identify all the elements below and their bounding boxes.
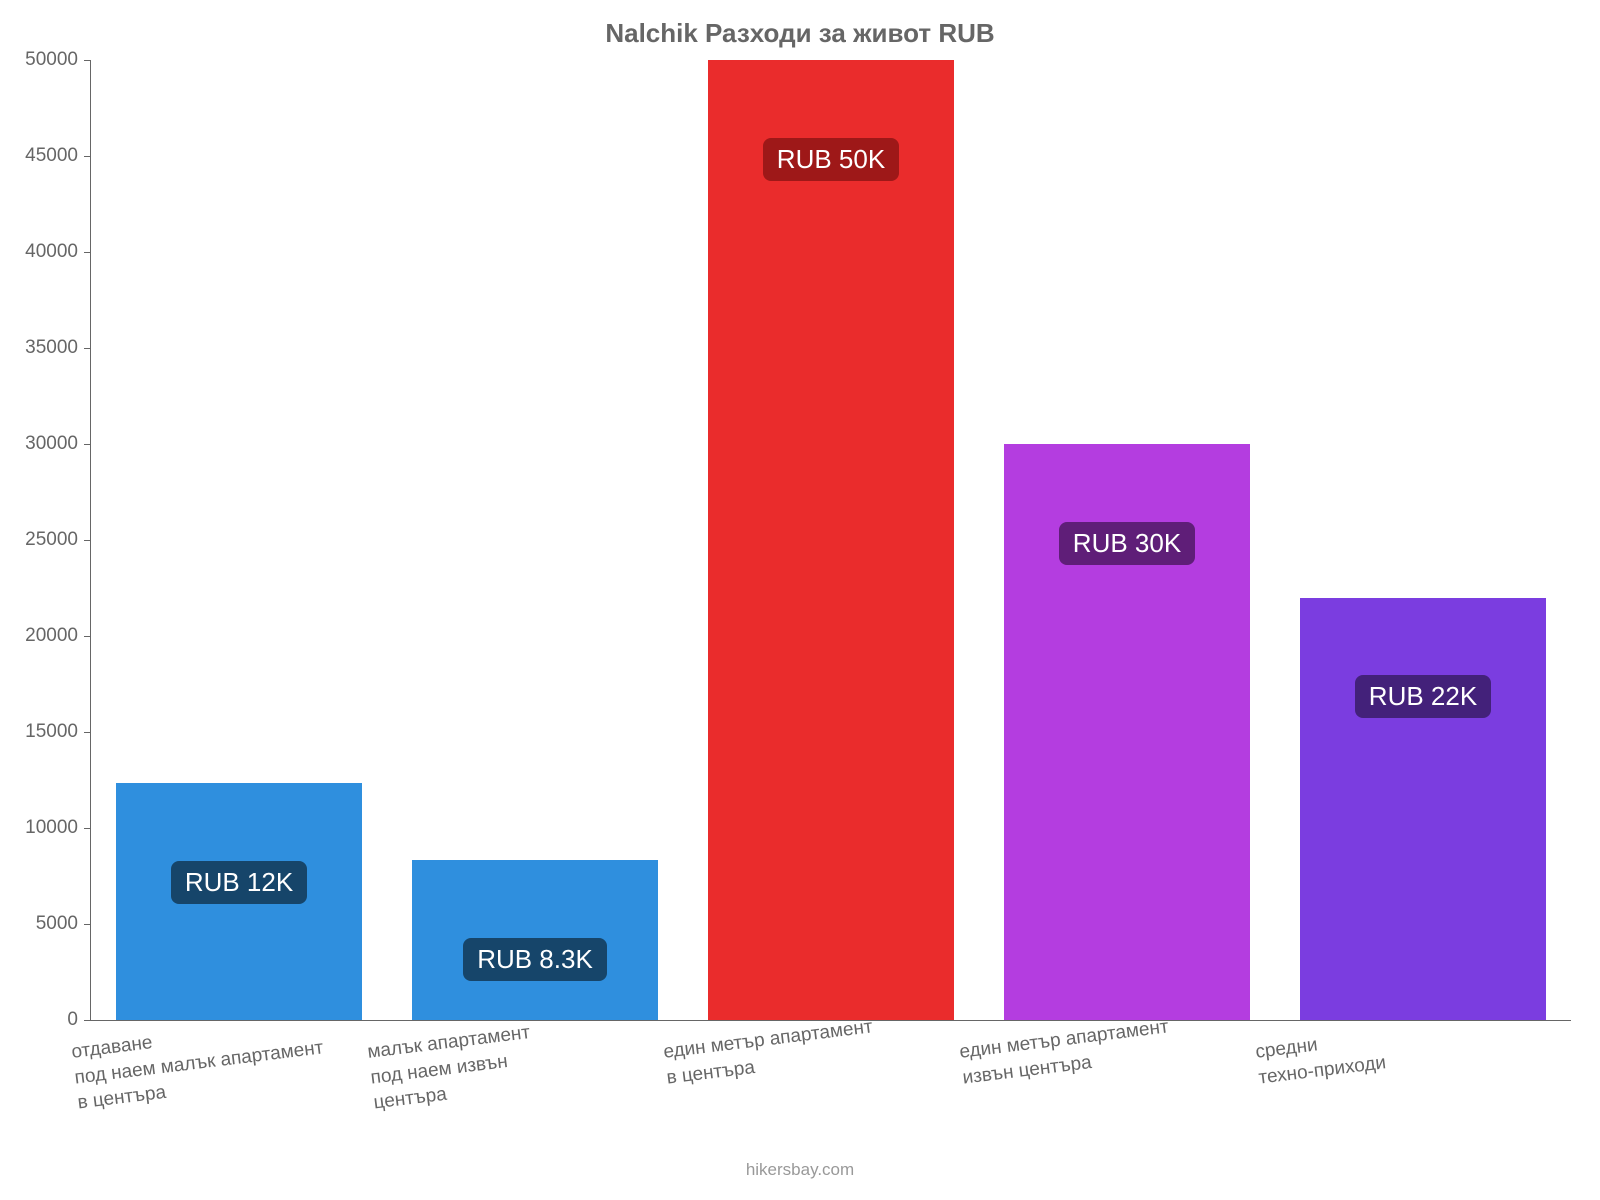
y-tick-label: 0 — [0, 1009, 78, 1031]
y-tick-mark — [84, 156, 90, 157]
y-tick-mark — [84, 444, 90, 445]
y-tick-label: 45000 — [0, 145, 78, 167]
plot-area: RUB 12KRUB 8.3KRUB 50KRUB 30KRUB 22K — [90, 60, 1571, 1021]
y-tick-label: 15000 — [0, 721, 78, 743]
chart-footer-credit: hikersbay.com — [0, 1160, 1600, 1180]
y-tick-label: 20000 — [0, 625, 78, 647]
y-tick-mark — [84, 348, 90, 349]
y-tick-mark — [84, 252, 90, 253]
y-tick-mark — [84, 732, 90, 733]
chart-title: Nalchik Разходи за живот RUB — [0, 18, 1600, 49]
y-tick-label: 40000 — [0, 241, 78, 263]
y-tick-label: 10000 — [0, 817, 78, 839]
y-tick-label: 50000 — [0, 49, 78, 71]
y-tick-label: 30000 — [0, 433, 78, 455]
y-tick-mark — [84, 636, 90, 637]
y-tick-label: 35000 — [0, 337, 78, 359]
y-tick-mark — [84, 540, 90, 541]
y-tick-mark — [84, 924, 90, 925]
bar — [116, 783, 362, 1020]
chart-container: Nalchik Разходи за живот RUB RUB 12KRUB … — [0, 0, 1600, 1200]
y-tick-label: 5000 — [0, 913, 78, 935]
y-tick-label: 25000 — [0, 529, 78, 551]
y-tick-mark — [84, 828, 90, 829]
y-tick-mark — [84, 1020, 90, 1021]
bar — [1004, 444, 1250, 1020]
y-tick-mark — [84, 60, 90, 61]
bar — [708, 60, 954, 1020]
bar — [1300, 598, 1546, 1020]
bar — [412, 860, 658, 1020]
